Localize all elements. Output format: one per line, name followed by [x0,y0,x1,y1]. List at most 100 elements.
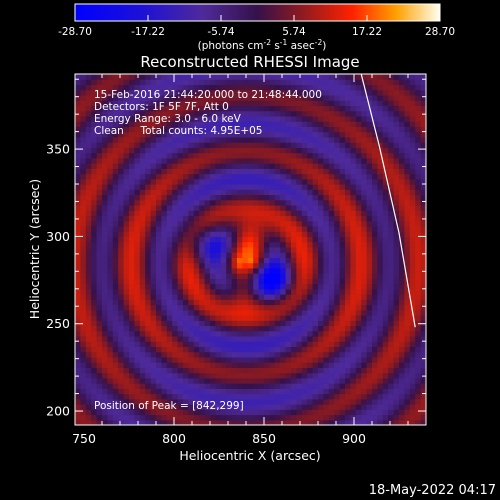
heatmap-cell [220,341,227,348]
heatmap-cell [334,152,341,159]
heatmap-cell [247,362,254,368]
heatmap-cell [285,94,292,101]
x-axis-label: Heliocentric X (arcsec) [179,448,320,463]
heatmap-cell [328,136,335,143]
heatmap-cell [150,121,157,127]
heatmap-cell [156,220,162,227]
heatmap-cell [339,341,346,348]
heatmap-cell [247,383,254,389]
heatmap-cell [264,121,270,127]
heatmap-cell [177,388,184,395]
heatmap-cell [404,178,411,185]
heatmap-cell [382,136,389,143]
heatmap-cell [193,367,200,374]
heatmap-cell [183,257,189,264]
heatmap-cell [345,241,351,248]
heatmap-cell [247,262,254,269]
heatmap-cell [145,110,152,117]
heatmap-cell [183,210,189,217]
heatmap-cell [393,388,400,395]
heatmap-cell [312,299,319,306]
heatmap-cell [161,267,168,274]
heatmap-cell [112,147,119,154]
heatmap-cell [355,168,362,175]
heatmap-cell [220,299,227,306]
heatmap-cell [161,372,168,379]
heatmap-cell [247,372,254,379]
heatmap-cell [199,204,206,211]
heatmap-cell [183,94,189,101]
heatmap-cell [307,225,314,232]
heatmap-cell [107,273,114,279]
heatmap-cell [231,184,238,190]
heatmap-cell [291,126,297,133]
heatmap-cell [274,356,281,363]
heatmap-cell [399,121,405,127]
heatmap-cell [355,294,362,300]
heatmap-cell [188,294,195,300]
heatmap-cell [393,79,400,86]
heatmap-cell [220,215,227,222]
heatmap-cell [226,299,233,306]
heatmap-cell [372,252,378,258]
heatmap-cell [258,236,265,243]
heatmap-cell [226,414,233,421]
heatmap-cell [382,398,389,405]
heatmap-cell [139,241,146,248]
heatmap-cell [264,383,270,389]
heatmap-cell [280,320,287,327]
heatmap-cell [355,325,362,332]
heatmap-cell [91,294,98,300]
heatmap-cell [388,136,395,143]
heatmap-cell [301,121,308,127]
heatmap-cell [112,74,119,80]
heatmap-cell [129,246,135,253]
heatmap-cell [118,89,125,96]
heatmap-cell [269,94,276,101]
heatmap-cell [193,100,200,107]
heatmap-cell [242,220,249,227]
heatmap-cell [296,231,303,237]
heatmap-cell [323,257,330,264]
heatmap-cell [91,252,98,258]
heatmap-cell [188,178,195,185]
heatmap-cell [328,325,335,332]
heatmap-cell [123,383,130,389]
heatmap-cell [96,178,103,185]
heatmap-cell [199,278,206,285]
heatmap-cell [156,299,162,306]
heatmap-cell [226,152,233,159]
heatmap-cell [399,267,405,274]
heatmap-cell [404,241,411,248]
heatmap-cell [269,89,276,96]
heatmap-cell [199,231,206,237]
heatmap-cell [220,194,227,201]
heatmap-cell [274,393,281,400]
heatmap-cell [112,79,119,86]
heatmap-cell [377,351,384,358]
heatmap-cell [345,157,351,164]
heatmap-cell [388,356,395,363]
heatmap-cell [177,362,184,368]
heatmap-cell [166,204,173,211]
heatmap-cell [258,278,265,285]
heatmap-cell [237,273,243,279]
heatmap-cell [242,184,249,190]
heatmap-cell [323,246,330,253]
heatmap-cell [177,330,184,337]
heatmap-cell [172,215,179,222]
heatmap-cell [307,320,314,327]
heatmap-cell [237,404,243,410]
heatmap-cell [345,419,351,425]
heatmap-cell [382,388,389,395]
heatmap-cell [372,288,378,295]
heatmap-cell [409,409,416,416]
heatmap-cell [161,404,168,410]
heatmap-cell [264,215,270,222]
heatmap-cell [242,173,249,180]
heatmap-cell [345,346,351,353]
heatmap-cell [291,142,297,148]
heatmap-cell [161,194,168,201]
heatmap-cell [328,383,335,389]
heatmap-cell [269,314,276,321]
